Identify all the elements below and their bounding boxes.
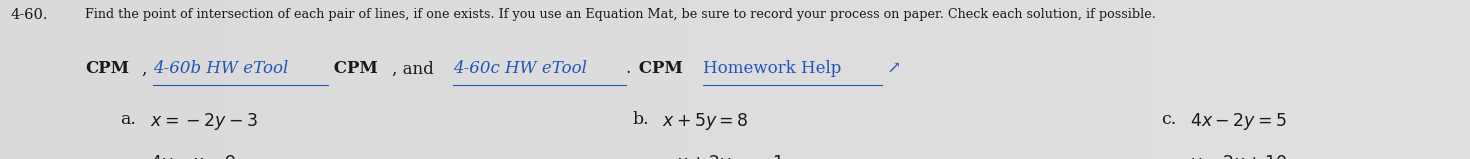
Text: .: . bbox=[626, 60, 631, 77]
Text: CPM: CPM bbox=[632, 60, 682, 77]
Text: $x = -2y - 3$: $x = -2y - 3$ bbox=[150, 111, 257, 132]
Text: $y = 2x + 10$: $y = 2x + 10$ bbox=[1189, 153, 1288, 159]
Text: Find the point of intersection of each pair of lines, if one exists. If you use : Find the point of intersection of each p… bbox=[85, 8, 1155, 21]
Text: b.: b. bbox=[632, 111, 648, 128]
Text: CPM: CPM bbox=[85, 60, 129, 77]
Text: c.: c. bbox=[1161, 111, 1176, 128]
Text: a.: a. bbox=[121, 111, 137, 128]
Text: , and: , and bbox=[392, 60, 440, 77]
Text: Homework Help: Homework Help bbox=[704, 60, 842, 77]
Text: CPM: CPM bbox=[328, 60, 378, 77]
Text: 4-60b HW eTool: 4-60b HW eTool bbox=[153, 60, 288, 77]
Text: ↗: ↗ bbox=[882, 60, 901, 77]
Text: ,: , bbox=[143, 60, 151, 77]
Text: $4y - x = 9$: $4y - x = 9$ bbox=[150, 153, 237, 159]
Text: 4-60.: 4-60. bbox=[10, 8, 49, 22]
Text: $4x - 2y = 5$: $4x - 2y = 5$ bbox=[1189, 111, 1286, 132]
Text: 4-60c HW eTool: 4-60c HW eTool bbox=[453, 60, 587, 77]
Text: $x + 5y = 8$: $x + 5y = 8$ bbox=[663, 111, 748, 132]
Text: $-x + 2y = -1$: $-x + 2y = -1$ bbox=[663, 153, 784, 159]
